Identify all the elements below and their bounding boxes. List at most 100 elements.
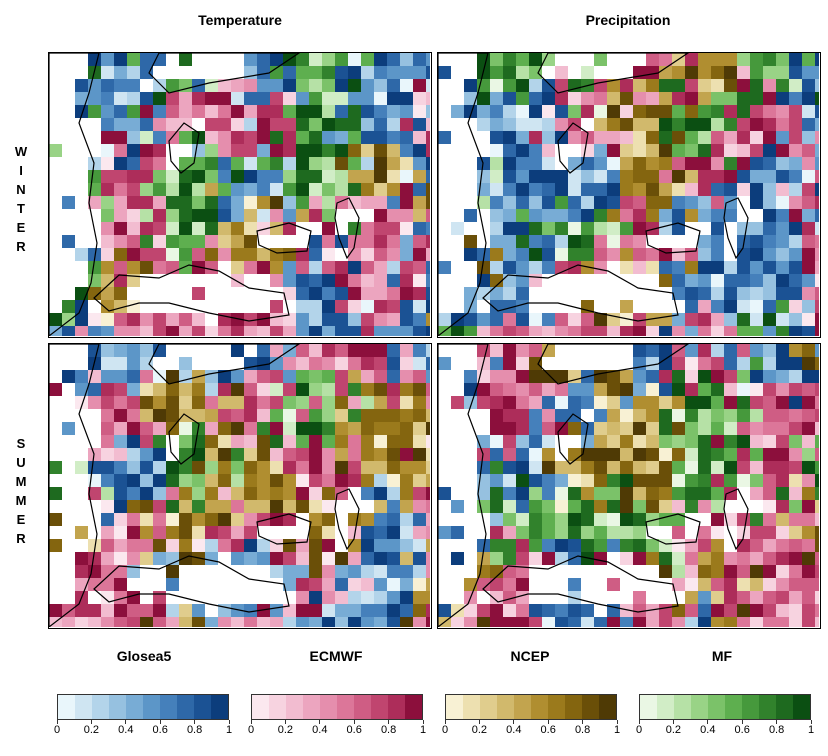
map-cell [62, 300, 75, 313]
map-cells [438, 344, 819, 627]
map-cell [283, 474, 296, 487]
map-cell [283, 144, 296, 157]
map-cell [231, 435, 244, 448]
map-cell [490, 591, 503, 604]
map-cell [672, 170, 685, 183]
map-cell [555, 196, 568, 209]
map-cell [153, 313, 166, 326]
legend-swatch [58, 695, 75, 719]
map-cell [503, 196, 516, 209]
map-cell [322, 370, 335, 383]
map-cell [737, 66, 750, 79]
map-cell [698, 461, 711, 474]
map-cell [387, 326, 400, 336]
map-cell [802, 300, 815, 313]
map-cell [815, 474, 819, 487]
legend-swatch [640, 695, 657, 719]
map-cell [283, 565, 296, 578]
map-cell [426, 274, 430, 287]
map-cell [192, 287, 205, 300]
map-cell [62, 196, 75, 209]
legend-swatch [143, 695, 160, 719]
map-cell [555, 500, 568, 513]
map-cell [335, 409, 348, 422]
map-cell [490, 617, 503, 627]
map-cell [594, 222, 607, 235]
map-cell [179, 326, 192, 336]
map-cell [153, 248, 166, 261]
map-cell [815, 183, 819, 196]
map-cell [633, 370, 646, 383]
map-grid-summer-precipitation [438, 344, 819, 627]
map-cell [296, 617, 309, 627]
map-cell [724, 183, 737, 196]
map-cell [802, 617, 815, 627]
map-cell [322, 487, 335, 500]
map-cell [659, 131, 672, 144]
map-cell [568, 617, 581, 627]
map-cell [257, 461, 270, 474]
map-cell [789, 604, 802, 617]
map-cell [218, 487, 231, 500]
map-cell [711, 183, 724, 196]
map-cell [127, 539, 140, 552]
map-cell [503, 170, 516, 183]
map-cell [659, 170, 672, 183]
map-cell [789, 326, 802, 336]
map-cell [387, 552, 400, 565]
map-cell [153, 539, 166, 552]
map-cell [737, 344, 750, 357]
map-cell [698, 617, 711, 627]
map-cell [815, 461, 819, 474]
map-cell [802, 144, 815, 157]
map-cell [633, 170, 646, 183]
map-cell [283, 539, 296, 552]
map-cell [88, 313, 101, 326]
map-cell [516, 196, 529, 209]
map-cell [802, 435, 815, 448]
map-cell [724, 435, 737, 448]
map-cell [698, 487, 711, 500]
map-cell [244, 552, 257, 565]
map-cell [257, 552, 270, 565]
legend-swatch [599, 695, 616, 719]
map-cell [140, 248, 153, 261]
map-cell [244, 248, 257, 261]
map-cell [166, 326, 179, 336]
map-cell [763, 261, 776, 274]
map-cell [711, 287, 724, 300]
map-cell [348, 313, 361, 326]
map-cell [166, 183, 179, 196]
map-cell [231, 396, 244, 409]
map-cell [451, 526, 464, 539]
map-cell [426, 222, 430, 235]
map-cell [633, 313, 646, 326]
map-cell [789, 591, 802, 604]
map-cell [127, 79, 140, 92]
map-cell [620, 435, 633, 448]
map-cell [361, 435, 374, 448]
map-cell [231, 370, 244, 383]
map-cell [659, 79, 672, 92]
legend-tick-mark [547, 720, 549, 724]
map-cell [426, 409, 430, 422]
legend-tick-label: 0.2 [471, 724, 488, 736]
model-label-ecmwf: ECMWF [309, 648, 363, 664]
map-cell [672, 565, 685, 578]
map-cell [529, 357, 542, 370]
map-cell [490, 326, 503, 336]
map-cell [387, 344, 400, 357]
map-cell [166, 474, 179, 487]
map-cell [672, 435, 685, 448]
map-cell [374, 79, 387, 92]
map-cell [361, 274, 374, 287]
map-cell [776, 274, 789, 287]
map-cell [387, 157, 400, 170]
map-cell [802, 170, 815, 183]
map-cell [387, 196, 400, 209]
map-cell [737, 370, 750, 383]
legend-tick-label: 0 [441, 724, 449, 736]
map-cell [555, 487, 568, 500]
map-cell [283, 448, 296, 461]
map-cell [750, 565, 763, 578]
